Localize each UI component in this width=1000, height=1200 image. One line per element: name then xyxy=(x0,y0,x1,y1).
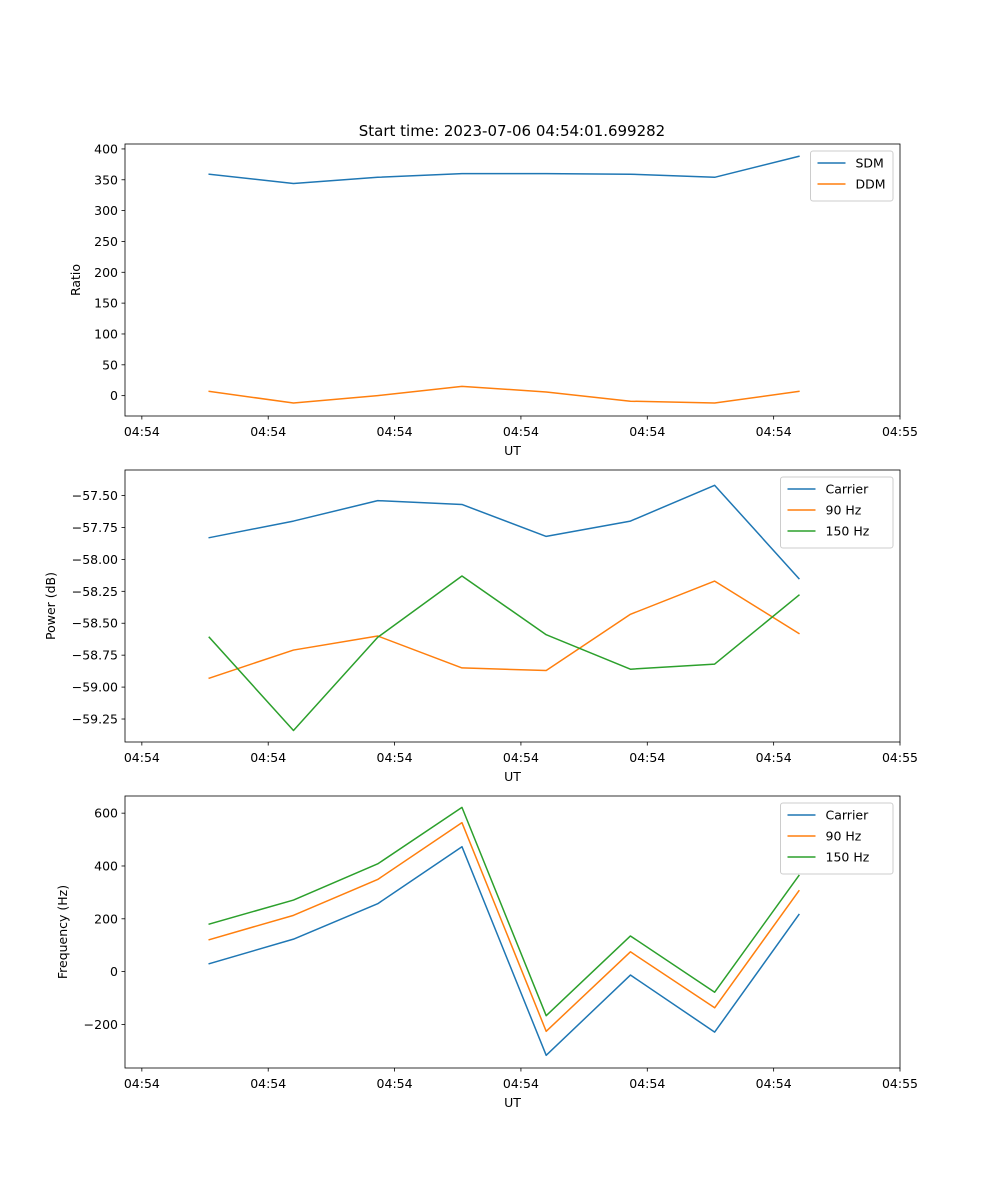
legend: Carrier 90 Hz 150 Hz xyxy=(780,476,894,549)
y-tick-label: −200 xyxy=(84,1017,118,1032)
y-tick-label: 200 xyxy=(94,265,118,280)
y-tick-label: 100 xyxy=(94,326,118,341)
axes-frame xyxy=(124,469,901,743)
x-tick-label: 04:54 xyxy=(629,750,665,765)
x-tick-label: 04:55 xyxy=(882,750,918,765)
series-line-150-hz xyxy=(208,806,800,1017)
y-tick-label: −57.50 xyxy=(72,488,118,503)
legend-label: Carrier xyxy=(826,808,870,823)
legend-label: 90 Hz xyxy=(826,503,862,518)
series-line-90-hz xyxy=(208,580,800,680)
legend-label: 150 Hz xyxy=(826,524,870,539)
legend: SDM DDM xyxy=(810,150,894,202)
y-tick-label: 400 xyxy=(94,141,118,156)
axes-frame xyxy=(124,143,901,417)
legend-label: SDM xyxy=(856,156,884,171)
chart-panel-2: −59.25 −59.00 −58.75 −58.50 −58.25 −58.00 −57.… xyxy=(43,469,918,784)
y-tick-label: −58.25 xyxy=(72,584,118,599)
x-tick-label: 04:54 xyxy=(124,1076,160,1091)
legend-label: 90 Hz xyxy=(826,829,862,844)
series-line-carrier xyxy=(208,484,800,580)
x-tick-label: 04:54 xyxy=(124,424,160,439)
y-tick-label: 350 xyxy=(94,172,118,187)
y-tick-label: −58.00 xyxy=(72,552,118,567)
legend-label: 150 Hz xyxy=(826,850,870,865)
axes-frame xyxy=(124,795,901,1069)
y-axis-label: Power (dB) xyxy=(43,572,58,640)
y-tick-label: 0 xyxy=(110,388,118,403)
y-tick-label: 50 xyxy=(102,357,118,372)
y-tick-label: 600 xyxy=(94,806,118,821)
series-line-90-hz xyxy=(208,821,800,1033)
x-tick-label: 04:54 xyxy=(377,1076,413,1091)
x-tick-label: 04:54 xyxy=(377,424,413,439)
figure-title: Start time: 2023-07-06 04:54:01.699282 xyxy=(359,122,665,140)
y-tick-label: −59.25 xyxy=(72,712,118,727)
y-tick-label: 0 xyxy=(110,964,118,979)
x-tick-label: 04:54 xyxy=(629,1076,665,1091)
x-axis-label: UT xyxy=(504,769,521,784)
series-line-sdm xyxy=(208,155,800,185)
y-tick-label: −58.75 xyxy=(72,648,118,663)
legend-label: Carrier xyxy=(826,482,870,497)
series-line-ddm xyxy=(208,385,800,404)
y-tick-label: −58.50 xyxy=(72,616,118,631)
y-tick-label: 250 xyxy=(94,234,118,249)
legend: Carrier 90 Hz 150 Hz xyxy=(780,802,894,875)
x-tick-label: 04:54 xyxy=(250,1076,286,1091)
x-tick-label: 04:54 xyxy=(756,1076,792,1091)
y-tick-label: 150 xyxy=(94,296,118,311)
y-tick-label: 300 xyxy=(94,203,118,218)
x-tick-label: 04:54 xyxy=(503,1076,539,1091)
legend-label: DDM xyxy=(856,177,886,192)
chart-panel-3: −200 0 200 400 600 04:54 04:54 04:54 04:54 04:54 0… xyxy=(55,795,918,1110)
series-line-150-hz xyxy=(208,575,800,732)
x-tick-label: 04:55 xyxy=(882,424,918,439)
chart-panel-1: 0 50 100 150 200 250 300 350 400 04:54 04:54 04:54 0… xyxy=(68,141,918,458)
series-line-carrier xyxy=(208,845,800,1057)
y-tick-label: −59.00 xyxy=(72,680,118,695)
y-axis-label: Ratio xyxy=(68,264,83,296)
x-tick-label: 04:54 xyxy=(629,424,665,439)
x-tick-label: 04:54 xyxy=(250,424,286,439)
x-axis-label: UT xyxy=(504,443,521,458)
x-tick-label: 04:54 xyxy=(756,750,792,765)
y-tick-label: −57.75 xyxy=(72,520,118,535)
x-tick-label: 04:54 xyxy=(756,424,792,439)
y-tick-label: 400 xyxy=(94,858,118,873)
x-tick-label: 04:54 xyxy=(250,750,286,765)
x-axis-label: UT xyxy=(504,1095,521,1110)
y-axis-label: Frequency (Hz) xyxy=(55,885,70,979)
y-tick-label: 200 xyxy=(94,911,118,926)
x-tick-label: 04:54 xyxy=(124,750,160,765)
x-tick-label: 04:54 xyxy=(503,424,539,439)
x-tick-label: 04:54 xyxy=(503,750,539,765)
x-tick-label: 04:54 xyxy=(377,750,413,765)
x-tick-label: 04:55 xyxy=(882,1076,918,1091)
